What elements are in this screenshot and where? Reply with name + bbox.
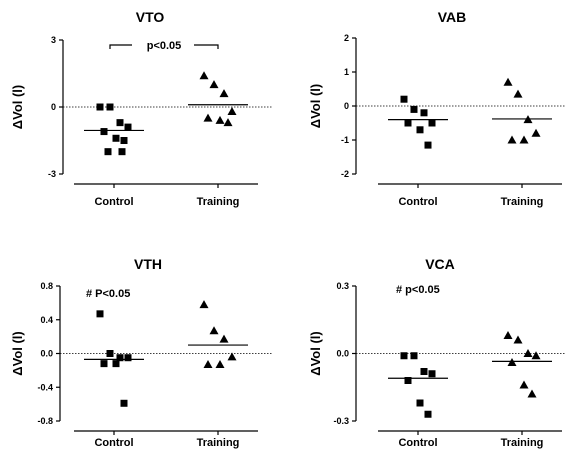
y-tick-label: 0 <box>344 101 349 111</box>
significance-annotation: p<0.05 <box>147 40 182 52</box>
data-point-training <box>209 326 219 335</box>
data-point-training <box>527 389 537 398</box>
data-point-training <box>215 115 225 124</box>
data-point-training <box>199 71 209 80</box>
data-point-control <box>112 134 120 142</box>
data-point-training <box>523 349 533 357</box>
data-point-training <box>203 359 213 368</box>
significance-annotation: # P<0.05 <box>86 288 130 300</box>
data-point-control <box>420 109 428 117</box>
significance-annotation: # p<0.05 <box>396 284 440 296</box>
y-axis-label: ΔVol (l) <box>10 331 25 375</box>
y-tick-label: 0.3 <box>336 281 349 291</box>
x-tick-label-control: Control <box>94 196 133 208</box>
data-point-control <box>420 368 428 375</box>
data-point-control <box>424 141 432 149</box>
data-point-control <box>404 119 412 127</box>
chart-title: VTH <box>134 256 162 272</box>
data-point-training <box>209 80 219 89</box>
y-tick-label: 1 <box>344 67 349 77</box>
data-point-control <box>100 128 108 136</box>
y-tick-label: 0.0 <box>336 349 349 359</box>
y-tick-label: 3 <box>51 35 56 45</box>
data-point-control <box>104 148 112 156</box>
data-point-training <box>507 135 517 144</box>
y-tick-label: 0.8 <box>40 281 53 291</box>
data-point-control <box>96 310 104 318</box>
data-point-training <box>503 331 513 339</box>
data-point-control <box>96 103 104 111</box>
chart-title: VCA <box>425 256 455 272</box>
data-point-training <box>219 89 229 98</box>
x-tick-label-training: Training <box>197 196 240 208</box>
chart-panel-vth: VTH ΔVol (l) 0.8 0.4 0.0 -0.4 -0.8 Control Train… <box>10 256 272 449</box>
data-point-training <box>531 128 541 137</box>
data-point-training <box>507 358 517 366</box>
chart-title: VAB <box>438 9 467 25</box>
data-point-control <box>400 95 408 103</box>
y-axis-label: ΔVol (l) <box>308 84 323 128</box>
data-point-training <box>203 113 213 122</box>
data-point-control <box>124 123 132 131</box>
data-point-control <box>410 105 418 113</box>
data-point-training <box>227 106 237 115</box>
y-tick-label: -1 <box>341 135 349 145</box>
y-tick-label: -0.8 <box>37 416 53 426</box>
data-point-training <box>519 380 529 389</box>
data-point-control <box>116 119 124 127</box>
data-point-control <box>106 350 114 357</box>
data-point-training <box>223 118 233 127</box>
data-point-control <box>428 119 436 127</box>
y-tick-label: 0 <box>51 102 56 112</box>
x-tick-label-control: Control <box>94 437 133 449</box>
data-point-training <box>519 135 529 144</box>
data-point-control <box>106 103 114 111</box>
data-point-control <box>424 410 432 418</box>
y-axis-label: ΔVol (l) <box>10 85 25 129</box>
data-point-training <box>227 352 237 361</box>
data-point-training <box>199 300 209 309</box>
x-tick-label-training: Training <box>197 437 240 449</box>
y-tick-label: -0.3 <box>333 416 349 426</box>
data-point-control <box>120 399 128 407</box>
y-tick-label: 0.0 <box>40 349 53 359</box>
data-point-control <box>118 148 126 156</box>
data-point-training <box>531 351 541 360</box>
significance-bracket-left <box>109 44 132 49</box>
chart-panel-vab: VAB ΔVol (l) 2 1 0 -1 -2 Control Training <box>308 9 566 208</box>
data-point-control <box>124 354 132 362</box>
data-point-control <box>428 370 436 378</box>
data-point-training <box>219 334 229 343</box>
data-point-training <box>513 335 523 344</box>
data-point-training <box>503 77 513 86</box>
chart-panel-vca: VCA ΔVol (l) 0.3 0.0 -0.3 Control Training # p<… <box>308 256 566 449</box>
data-point-training <box>215 359 225 368</box>
data-point-control <box>404 377 412 384</box>
data-point-control <box>112 360 120 368</box>
significance-bracket-right <box>194 44 219 49</box>
y-tick-label: -2 <box>341 169 349 179</box>
y-axis-label: ΔVol (l) <box>308 331 323 375</box>
data-point-control <box>116 354 124 362</box>
data-point-training <box>513 89 523 98</box>
x-tick-label-control: Control <box>398 196 437 208</box>
data-point-control <box>120 137 128 144</box>
y-tick-label: 0.4 <box>40 315 53 325</box>
data-point-control <box>416 399 424 407</box>
x-tick-label-training: Training <box>501 196 544 208</box>
data-point-control <box>400 352 408 360</box>
y-tick-label: -0.4 <box>37 382 53 392</box>
y-tick-label: 2 <box>344 33 349 43</box>
data-point-control <box>416 126 424 134</box>
data-point-control <box>100 360 108 368</box>
chart-panel-vto: VTO ΔVol (l) 3 0 -3 Control Training p<0.05 <box>10 9 272 208</box>
chart-title: VTO <box>136 9 165 25</box>
data-point-control <box>410 352 418 360</box>
x-tick-label-control: Control <box>398 437 437 449</box>
x-tick-label-training: Training <box>501 437 544 449</box>
y-tick-label: -3 <box>48 169 56 179</box>
